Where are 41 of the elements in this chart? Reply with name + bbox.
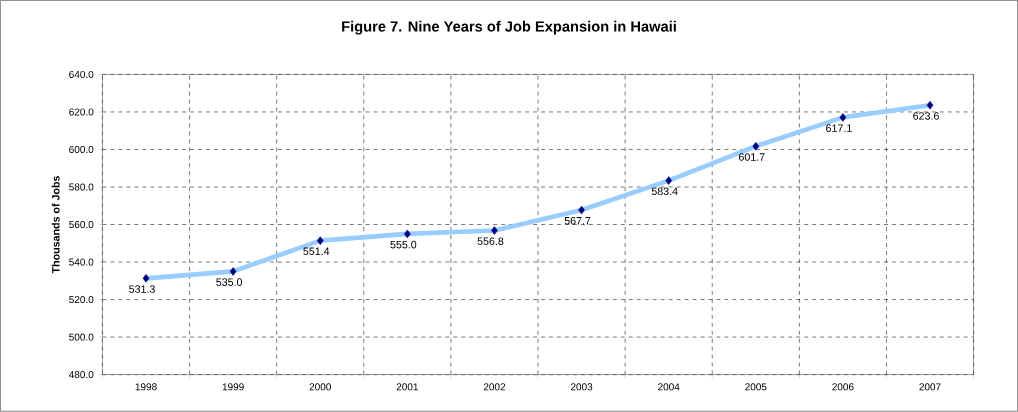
- x-tick-label: 1999: [222, 383, 244, 391]
- x-tick-label: 2004: [658, 383, 680, 391]
- y-tick-label: 500.0: [69, 333, 94, 341]
- y-tick-label: 560.0: [69, 221, 94, 229]
- data-label: 567.7: [564, 217, 591, 225]
- y-tick-label: 480.0: [68, 371, 94, 379]
- y-axis-title: Thousands of Jobs: [51, 176, 60, 274]
- point: [229, 267, 237, 276]
- x-tick-label: 2003: [570, 383, 593, 391]
- y-tick-label: 520.0: [69, 296, 94, 304]
- y-tick-label: 540.0: [69, 258, 94, 266]
- point: [404, 229, 411, 239]
- point: [578, 205, 585, 215]
- data-label: 551.4: [303, 247, 330, 256]
- x-tick-label: 2006: [832, 383, 854, 391]
- x-tick-label: 2000: [309, 383, 331, 391]
- point: [926, 101, 934, 110]
- x-tick-label: 1998: [135, 383, 157, 391]
- point: [839, 113, 847, 122]
- data-label: 583.4: [651, 187, 678, 196]
- x-tick-label: 2001: [396, 383, 418, 391]
- point: [491, 226, 498, 235]
- x-tick-label: 2002: [483, 383, 506, 391]
- data-label: 617.1: [826, 124, 852, 133]
- data-label: 535.0: [216, 278, 243, 287]
- data-label: 555.0: [390, 240, 417, 249]
- x-tick-label: 2005: [745, 383, 767, 391]
- chart-title: Figure 7. Nine Years of Job Expansion in Hawaii: [342, 21, 676, 35]
- data-label: 623.6: [913, 112, 939, 120]
- data-label: 531.3: [129, 285, 155, 293]
- data-label: 601.7: [738, 153, 765, 161]
- y-tick-label: 600.0: [69, 146, 94, 154]
- point: [142, 274, 150, 283]
- point: [316, 236, 324, 246]
- point: [752, 142, 760, 151]
- point: [665, 176, 672, 186]
- y-tick-label: 580.0: [69, 183, 94, 191]
- y-tick-label: 640.0: [69, 71, 94, 79]
- y-tick-label: 620.0: [69, 108, 94, 116]
- x-tick-label: 2007: [919, 383, 941, 391]
- data-label: 556.8: [477, 237, 504, 246]
